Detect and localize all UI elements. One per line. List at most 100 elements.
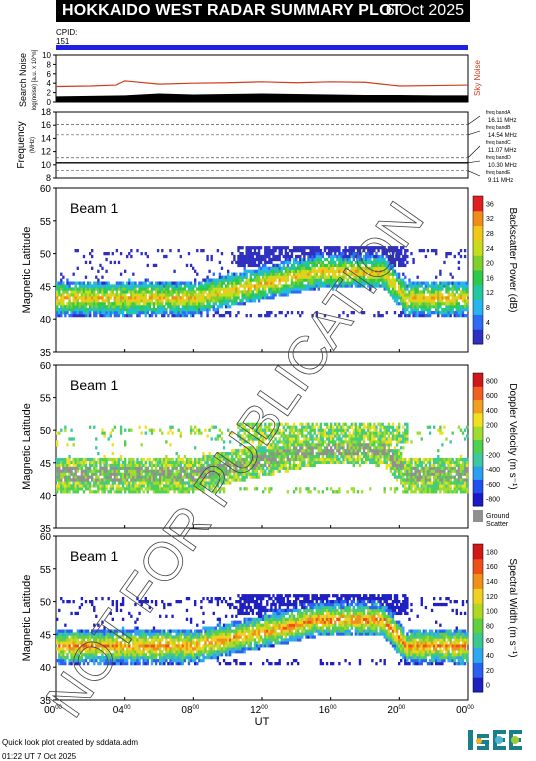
heatmap-cell <box>286 437 290 441</box>
heatmap-cell <box>124 290 127 294</box>
heatmap-cell <box>463 305 467 309</box>
heatmap-cell <box>206 481 209 485</box>
heatmap-cell <box>264 246 267 250</box>
heatmap-cell <box>408 463 411 468</box>
heatmap-cell <box>323 266 327 270</box>
heatmap-cell <box>154 466 158 470</box>
heatmap-cell <box>292 463 296 468</box>
heatmap-cell <box>280 463 283 468</box>
heatmap-cell <box>70 314 73 318</box>
heatmap-cell <box>140 475 143 479</box>
heatmap-cell <box>89 425 92 429</box>
heatmap-cell <box>416 305 419 309</box>
heatmap-cell <box>418 463 421 468</box>
heatmap-cell <box>227 305 230 309</box>
heatmap-cell <box>247 296 250 300</box>
heatmap-cell <box>132 463 135 468</box>
heatmap-cell <box>142 287 145 291</box>
heatmap-cell <box>395 299 399 303</box>
heatmap-cell <box>239 284 242 288</box>
heatmap-cell <box>243 272 246 276</box>
heatmap-cell <box>245 449 248 453</box>
heatmap-cell <box>247 460 250 465</box>
heatmap-cell <box>268 272 271 276</box>
heatmap-cell <box>391 428 395 432</box>
heatmap-cell <box>136 487 139 491</box>
heatmap-cell <box>222 293 226 297</box>
heatmap-cell <box>105 305 108 309</box>
heatmap-cell <box>72 472 75 476</box>
heatmap-cell <box>299 449 302 453</box>
heatmap-cell <box>262 490 265 494</box>
heatmap-cell <box>334 431 337 435</box>
heatmap-cell <box>140 443 143 447</box>
heatmap-cell <box>307 425 310 429</box>
heatmap-cell <box>286 263 290 268</box>
heatmap-cell <box>192 466 195 470</box>
heatmap-cell <box>317 257 320 262</box>
heatmap-cell <box>305 487 308 491</box>
heatmap-cell <box>229 440 232 444</box>
heatmap-cell <box>74 305 77 309</box>
heatmap-cell <box>280 293 283 297</box>
heatmap-cell <box>323 460 327 465</box>
heatmap-cell <box>315 452 318 456</box>
heatmap-cell <box>433 472 436 476</box>
heatmap-cell <box>272 263 275 268</box>
heatmap-cell <box>105 463 108 468</box>
heatmap-cell <box>208 290 211 294</box>
heatmap-cell <box>352 449 355 453</box>
heatmap-cell <box>80 305 84 309</box>
heatmap-cell <box>231 460 234 465</box>
heatmap-cell <box>142 302 145 306</box>
heatmap-cell <box>274 254 277 259</box>
heatmap-cell <box>307 487 310 491</box>
heatmap-cell <box>461 284 465 288</box>
heatmap-cell <box>383 257 386 262</box>
heatmap-cell <box>379 452 382 456</box>
heatmap-cell <box>420 463 423 468</box>
heatmap-cell <box>441 314 444 318</box>
heatmap-cell <box>130 469 133 473</box>
heatmap-cell <box>445 296 448 300</box>
heatmap-cell <box>56 281 59 285</box>
heatmap-cell <box>286 490 290 494</box>
heatmap-cell <box>272 278 275 282</box>
heatmap-cell <box>80 460 84 465</box>
freq-ytick-label: 18 <box>41 107 51 117</box>
heatmap-cell <box>430 469 434 473</box>
heatmap-cell <box>381 452 384 456</box>
heatmap-cell <box>72 308 75 312</box>
heatmap-cell <box>251 252 255 256</box>
heatmap-cell <box>89 299 92 303</box>
heatmap-cell <box>163 284 166 288</box>
heatmap-cell <box>62 311 65 315</box>
heatmap-cell <box>124 428 127 432</box>
heatmap-cell <box>140 481 143 485</box>
heatmap-cell <box>290 263 294 268</box>
heatmap-cell <box>177 478 180 482</box>
heatmap-cell <box>78 284 82 288</box>
heatmap-cell <box>309 281 312 285</box>
heatmap-cell <box>379 449 382 453</box>
heatmap-cell <box>70 478 73 482</box>
heatmap-cell <box>128 472 131 476</box>
heatmap-cell <box>383 460 386 465</box>
heatmap-cell <box>416 463 419 468</box>
heatmap-cell <box>383 266 386 270</box>
heatmap-cell <box>395 469 399 473</box>
heatmap-cell <box>400 278 403 282</box>
heatmap-cell <box>253 437 257 441</box>
heatmap-cell <box>126 284 129 288</box>
heatmap-cell <box>175 463 178 468</box>
heatmap-cell <box>218 472 222 476</box>
heatmap-cell <box>348 446 351 450</box>
heatmap-cell <box>179 290 182 294</box>
heatmap-cell <box>323 446 327 450</box>
heatmap-cell <box>330 422 333 426</box>
heatmap-cell <box>395 272 399 276</box>
heatmap-cell <box>109 469 112 473</box>
heatmap-cell <box>360 490 364 494</box>
heatmap-cell <box>309 254 312 259</box>
heatmap-cell <box>346 455 349 459</box>
